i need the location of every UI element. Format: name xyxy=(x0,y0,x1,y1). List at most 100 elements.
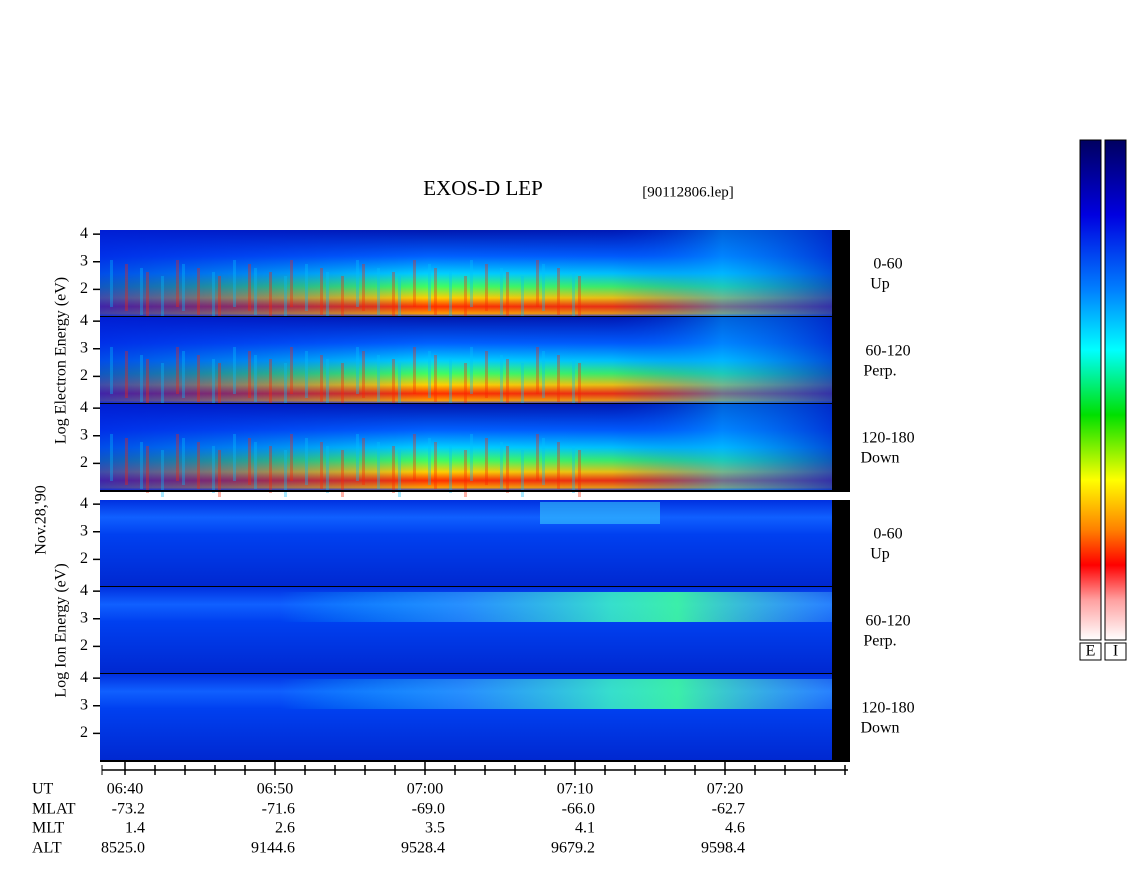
streak xyxy=(557,355,560,402)
colorbar-label-box xyxy=(1079,642,1102,661)
streak xyxy=(341,363,344,410)
streak xyxy=(146,446,149,493)
y-tick-label: 4 xyxy=(80,582,88,599)
streak xyxy=(413,347,416,394)
streak xyxy=(434,355,437,402)
streak xyxy=(362,351,365,398)
streak xyxy=(398,363,401,410)
data-gap xyxy=(832,587,850,674)
streak xyxy=(578,363,581,410)
y-tick-label: 3 xyxy=(80,696,88,713)
row-value: -69.0 xyxy=(412,801,445,818)
streak xyxy=(485,438,488,485)
y-tick-label: 3 xyxy=(80,252,88,269)
y-tick-label: 3 xyxy=(80,609,88,626)
direction-label: Perp. xyxy=(863,363,896,380)
row-value: 06:40 xyxy=(107,781,143,798)
streak xyxy=(176,347,179,394)
streak xyxy=(500,442,503,489)
streak xyxy=(398,276,401,323)
direction-label: Up xyxy=(870,276,890,293)
streak xyxy=(413,434,416,481)
y-tick-label: 2 xyxy=(80,550,88,567)
direction-label: Up xyxy=(870,546,890,563)
row-value: -62.7 xyxy=(712,801,745,818)
streak xyxy=(284,276,287,323)
y-tick-label: 2 xyxy=(80,454,88,471)
spectrogram-shade xyxy=(100,317,832,404)
streak xyxy=(161,276,164,323)
streak xyxy=(557,442,560,489)
streak xyxy=(521,276,524,323)
y-tick-label: 4 xyxy=(80,669,88,686)
streak xyxy=(326,446,329,493)
streak xyxy=(197,442,200,489)
streak xyxy=(356,260,359,307)
y-tick-label: 2 xyxy=(80,280,88,297)
streak xyxy=(485,264,488,311)
row-value: 9598.4 xyxy=(701,840,745,857)
streak xyxy=(248,264,251,311)
streak xyxy=(413,260,416,307)
row-label: MLT xyxy=(32,820,65,837)
row-value: 9528.4 xyxy=(401,840,445,857)
angle-label: 60-120 xyxy=(865,343,910,360)
angle-label: 60-120 xyxy=(865,613,910,630)
streak xyxy=(362,264,365,311)
file-name: [90112806.lep] xyxy=(642,184,734,200)
streak xyxy=(254,442,257,489)
streak xyxy=(233,347,236,394)
streak xyxy=(218,363,221,410)
streak xyxy=(449,446,452,493)
y-tick-label: 4 xyxy=(80,312,88,329)
streak xyxy=(500,268,503,315)
streak xyxy=(110,260,113,307)
row-label: UT xyxy=(32,781,54,798)
angle-label: 120-180 xyxy=(861,430,914,447)
streak xyxy=(428,438,431,485)
spectrogram-shade xyxy=(100,230,832,317)
streak xyxy=(536,347,539,394)
row-value: 07:00 xyxy=(407,781,443,798)
spectrogram-band xyxy=(280,679,832,709)
streak xyxy=(284,450,287,497)
streak xyxy=(326,272,329,319)
streak xyxy=(536,260,539,307)
streak xyxy=(182,438,185,485)
streak xyxy=(434,442,437,489)
spectrogram-band xyxy=(540,502,660,524)
y-tick-label: 4 xyxy=(80,225,88,242)
streak xyxy=(254,355,257,402)
streak xyxy=(197,355,200,402)
data-gap xyxy=(832,404,850,491)
direction-label: Down xyxy=(860,450,899,467)
streak xyxy=(212,446,215,493)
row-label: MLAT xyxy=(32,801,76,818)
title: EXOS-D LEP xyxy=(423,176,543,200)
streak xyxy=(362,438,365,485)
streak xyxy=(428,264,431,311)
row-value: 07:20 xyxy=(707,781,743,798)
y-tick-label: 3 xyxy=(80,522,88,539)
row-value: 4.1 xyxy=(575,820,595,837)
streak xyxy=(485,351,488,398)
streak xyxy=(305,438,308,485)
streak xyxy=(392,359,395,406)
data-gap xyxy=(832,500,850,587)
spectrogram xyxy=(100,500,832,587)
streak xyxy=(212,272,215,319)
streak xyxy=(521,450,524,497)
y-tick-label: 3 xyxy=(80,339,88,356)
streak xyxy=(500,355,503,402)
streak xyxy=(218,276,221,323)
streak xyxy=(320,442,323,489)
streak xyxy=(305,264,308,311)
streak xyxy=(269,359,272,406)
row-value: -73.2 xyxy=(112,801,145,818)
y-tick-label: 2 xyxy=(80,367,88,384)
row-value: 8525.0 xyxy=(101,840,145,857)
streak xyxy=(254,268,257,315)
streak xyxy=(542,438,545,485)
